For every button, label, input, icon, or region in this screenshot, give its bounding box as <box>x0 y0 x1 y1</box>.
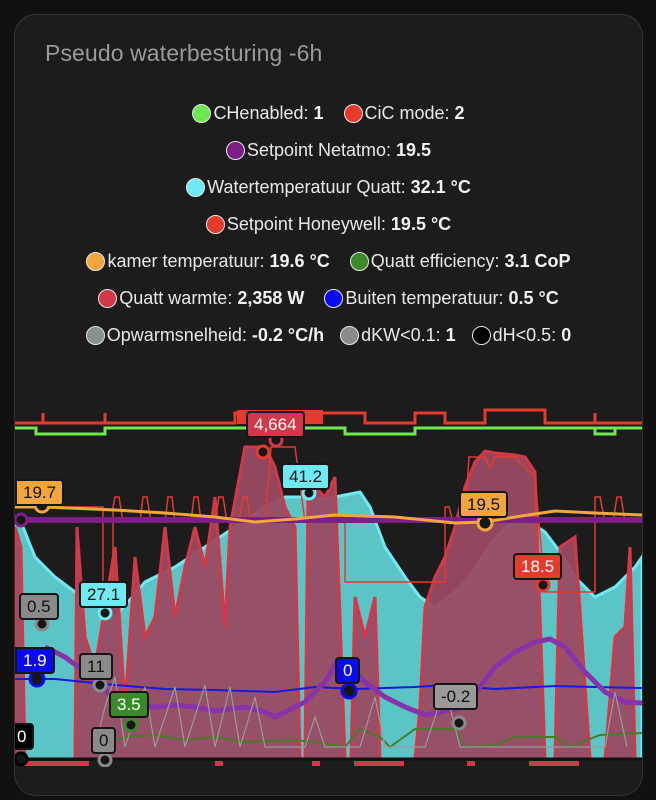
legend-dot-icon <box>192 104 212 123</box>
label-honeywell-min: 18.5 <box>513 553 563 580</box>
legend-dot-icon <box>471 326 491 345</box>
legend-label: kamer temperatuur: <box>107 251 265 271</box>
legend-dot-icon <box>205 215 225 234</box>
label-warmte-max: 4,664 <box>246 411 305 438</box>
marker-dkw-zero <box>97 752 113 767</box>
legend-item-quatt-warmte[interactable]: Quatt warmte: 2,358 W <box>98 288 304 309</box>
series-chenabled-line <box>15 426 642 436</box>
legend-row: Quatt warmte: 2,358 W Buiten temperatuur… <box>15 280 642 317</box>
legend-value: -0.2 °C/h <box>251 325 325 345</box>
dh-marker-bars <box>19 761 579 766</box>
legend-value: 0.5 °C <box>508 288 559 308</box>
series-kamer-temperatuur-line <box>15 505 642 525</box>
legend-dot-icon <box>225 141 245 160</box>
legend-item-buiten-temperatuur[interactable]: Buiten temperatuur: 0.5 °C <box>324 288 559 309</box>
legend-label: Setpoint Honeywell: <box>226 214 386 234</box>
legend-item-setpoint-netatmo[interactable]: Setpoint Netatmo: 19.5 <box>225 140 432 161</box>
legend-value: 19.5 °C <box>390 214 452 234</box>
legend-dot-icon <box>324 289 344 308</box>
label-opwarm-min: -0.2 <box>433 683 479 710</box>
legend-label: Watertemperatuur Quatt: <box>207 177 406 197</box>
legend-row: Opwarmsnelheid: -0.2 °C/h dKW<0.1: 1 dH<… <box>15 317 642 354</box>
legend-label: Buiten temperatuur: <box>345 288 504 308</box>
legend-dot-icon <box>186 178 206 197</box>
legend-item-kamer-temperatuur[interactable]: kamer temperatuur: 19.6 °C <box>86 251 330 272</box>
chart-card: Pseudo waterbesturing -6h CHenabled: 1 C… <box>14 14 643 796</box>
legend-label: Setpoint Netatmo: <box>246 140 392 160</box>
marker-buiten-mid <box>340 682 358 700</box>
marker-dh-start <box>15 751 29 767</box>
legend-item-setpoint-honeywell[interactable]: Setpoint Honeywell: 19.5 °C <box>205 214 452 235</box>
legend-label: Opwarmsnelheid: <box>106 325 247 345</box>
marker-buiten-start <box>28 670 46 688</box>
legend-value: 19.6 °C <box>269 251 330 271</box>
marker-honeywell-max <box>255 444 271 460</box>
label-dkw-zero: 0 <box>91 727 117 754</box>
legend-label: CiC mode: <box>364 103 450 123</box>
legend-value: 1 <box>313 103 324 123</box>
legend-value: 1 <box>445 325 456 345</box>
marker-opwarm-start <box>92 677 108 693</box>
legend-dot-icon <box>98 289 118 308</box>
marker-opwarm-min <box>451 715 467 731</box>
legend: CHenabled: 1 CiC mode: 2 Setpoint Netatm… <box>15 95 642 354</box>
label-dkw-start: 0.5 <box>19 593 59 620</box>
label-kamer-mid: 19.5 <box>459 491 509 518</box>
legend-value: 19.5 <box>396 140 432 160</box>
legend-row: Setpoint Netatmo: 19.5 <box>15 132 642 169</box>
series-cic-mode-line <box>15 408 642 425</box>
legend-item-cic-mode[interactable]: CiC mode: 2 <box>343 103 465 124</box>
series-buiten-temperatuur-line <box>15 678 642 694</box>
legend-label: Quatt efficiency: <box>370 251 500 271</box>
legend-dot-icon <box>85 326 105 345</box>
legend-row: CHenabled: 1 CiC mode: 2 <box>15 95 642 132</box>
legend-label: dH<0.5: <box>492 325 557 345</box>
legend-value: 32.1 °C <box>410 177 471 197</box>
label-water-max: 41.2 <box>281 463 331 490</box>
legend-value: 0 <box>561 325 572 345</box>
legend-dot-icon <box>86 252 106 271</box>
marker-kamer-mid <box>476 514 494 532</box>
label-dh-start: 0 <box>15 723 35 750</box>
legend-label: CHenabled: <box>213 103 309 123</box>
legend-value: 2 <box>454 103 465 123</box>
card-title: Pseudo waterbesturing -6h <box>45 40 323 66</box>
legend-item-quatt-efficiency[interactable]: Quatt efficiency: 3.1 CoP <box>349 251 571 272</box>
marker-efficiency <box>123 717 139 733</box>
marker-netatmo-start <box>15 512 29 528</box>
label-buiten-start: 1.9 <box>15 647 55 674</box>
series-quatt-efficiency-line <box>109 727 642 749</box>
legend-value: 3.1 CoP <box>504 251 571 271</box>
label-water-min: 27.1 <box>79 581 129 608</box>
chart-plot-area[interactable]: 4,664 41.2 19.7 19.5 18.5 27.1 0.5 1.9 1… <box>15 407 642 767</box>
legend-item-dkw[interactable]: dKW<0.1: 1 <box>340 325 456 346</box>
legend-row: kamer temperatuur: 19.6 °C Quatt efficie… <box>15 243 642 280</box>
legend-row: Watertemperatuur Quatt: 32.1 °C <box>15 169 642 206</box>
legend-row: Setpoint Honeywell: 19.5 °C <box>15 206 642 243</box>
legend-item-opwarmsnelheid[interactable]: Opwarmsnelheid: -0.2 °C/h <box>85 325 325 346</box>
label-buiten-mid: 0 <box>335 657 361 684</box>
legend-dot-icon <box>340 326 360 345</box>
legend-item-chenabled[interactable]: CHenabled: 1 <box>192 103 324 124</box>
marker-honeywell-min <box>535 577 551 593</box>
legend-label: dKW<0.1: <box>361 325 441 345</box>
legend-label: Quatt warmte: <box>119 288 233 308</box>
legend-item-dh[interactable]: dH<0.5: 0 <box>471 325 572 346</box>
legend-dot-icon <box>343 104 363 123</box>
legend-item-watertemperatuur[interactable]: Watertemperatuur Quatt: 32.1 °C <box>186 177 471 198</box>
label-opwarm-start: 11 <box>79 653 113 680</box>
label-efficiency: 3.5 <box>109 691 149 718</box>
legend-dot-icon <box>349 252 369 271</box>
label-kamer-start: 19.7 <box>15 479 65 506</box>
legend-value: 2,358 W <box>237 288 305 308</box>
marker-water-min <box>97 605 113 621</box>
